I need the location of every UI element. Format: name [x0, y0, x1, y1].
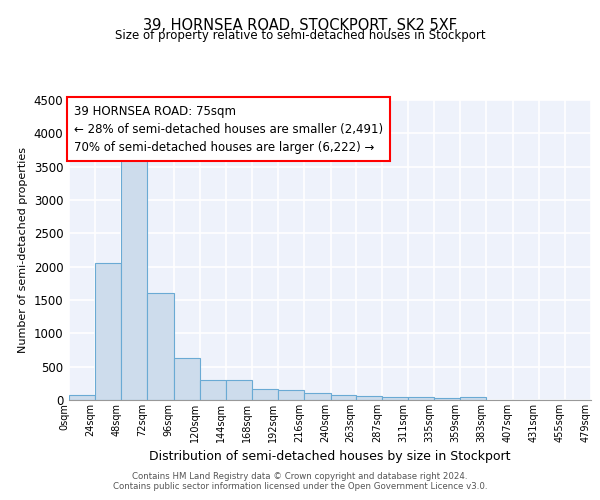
X-axis label: Distribution of semi-detached houses by size in Stockport: Distribution of semi-detached houses by …	[149, 450, 511, 464]
Text: Contains public sector information licensed under the Open Government Licence v3: Contains public sector information licen…	[113, 482, 487, 491]
Bar	[408, 398, 434, 400]
Bar	[226, 380, 252, 400]
Bar	[252, 390, 278, 400]
Text: Contains HM Land Registry data © Crown copyright and database right 2024.: Contains HM Land Registry data © Crown c…	[132, 472, 468, 481]
Bar	[382, 396, 408, 400]
Bar	[173, 358, 200, 400]
Bar	[200, 380, 226, 400]
Text: 39, HORNSEA ROAD, STOCKPORT, SK2 5XF: 39, HORNSEA ROAD, STOCKPORT, SK2 5XF	[143, 18, 457, 32]
Text: Size of property relative to semi-detached houses in Stockport: Size of property relative to semi-detach…	[115, 29, 485, 42]
Bar	[121, 150, 148, 400]
Bar	[148, 292, 173, 400]
Bar	[460, 396, 487, 400]
Bar	[434, 398, 460, 400]
Bar	[304, 394, 331, 400]
Text: 39 HORNSEA ROAD: 75sqm
← 28% of semi-detached houses are smaller (2,491)
70% of : 39 HORNSEA ROAD: 75sqm ← 28% of semi-det…	[74, 104, 383, 154]
Bar	[356, 396, 382, 400]
Y-axis label: Number of semi-detached properties: Number of semi-detached properties	[18, 147, 28, 353]
Bar	[331, 395, 356, 400]
Bar	[278, 390, 304, 400]
Bar	[69, 394, 95, 400]
Bar	[95, 262, 121, 400]
